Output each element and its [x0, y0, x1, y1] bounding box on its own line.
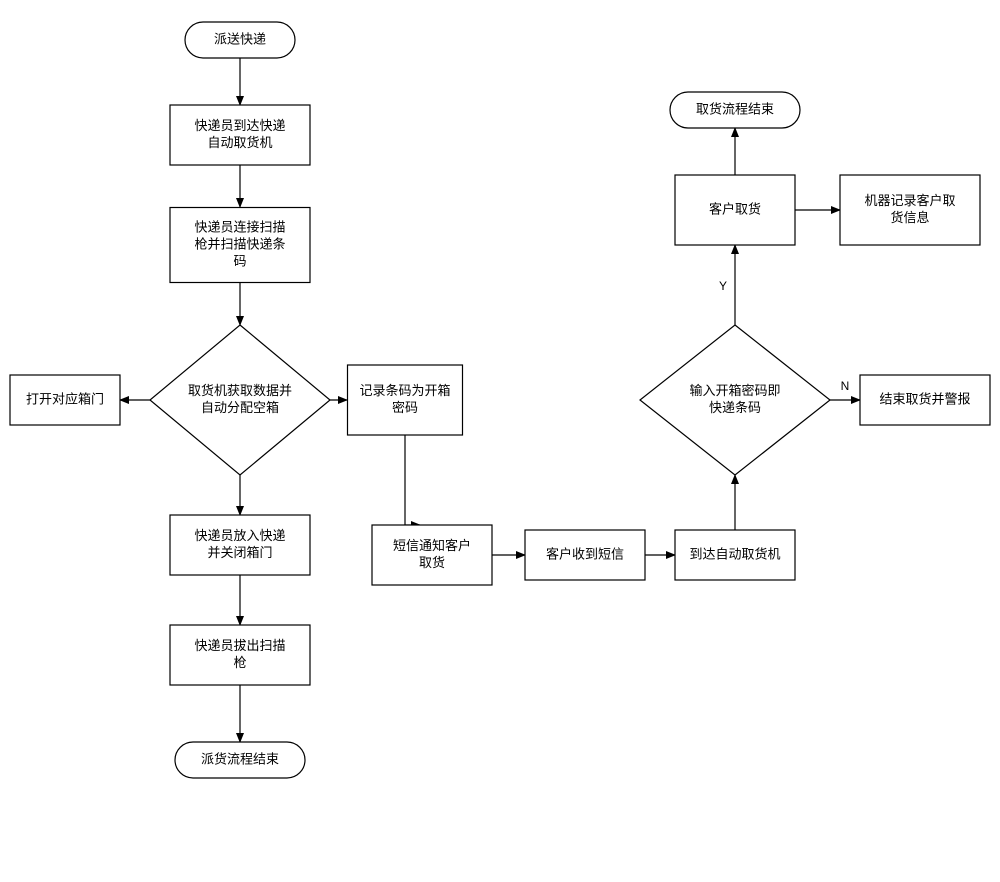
- node-r_record_code: 记录条码为开箱密码: [348, 365, 463, 435]
- node-r_courier_arrive: 快递员到达快递自动取货机: [170, 105, 310, 165]
- svg-text:快递员到达快递: 快递员到达快递: [194, 118, 285, 133]
- svg-text:结束取货并警报: 结束取货并警报: [879, 391, 970, 406]
- svg-text:密码: 密码: [392, 400, 418, 415]
- svg-text:到达自动取货机: 到达自动取货机: [689, 546, 780, 561]
- svg-text:枪: 枪: [233, 655, 246, 670]
- svg-text:取货流程结束: 取货流程结束: [696, 101, 774, 116]
- node-d_assign_box: 取货机获取数据并自动分配空箱: [150, 325, 330, 475]
- node-r_customer_pickup: 客户取货: [675, 175, 795, 245]
- svg-text:码: 码: [233, 253, 246, 268]
- node-r_receive_sms: 客户收到短信: [525, 530, 645, 580]
- svg-text:记录条码为开箱: 记录条码为开箱: [359, 383, 450, 398]
- svg-text:快递条码: 快递条码: [709, 400, 761, 415]
- flowchart-canvas: N Y 派送快递快递员到达快递自动取货机快递员连接扫描枪并扫描快递条码取货机获取数…: [0, 0, 1000, 882]
- svg-text:快递员拔出扫描: 快递员拔出扫描: [194, 638, 285, 653]
- svg-text:快递员连接扫描: 快递员连接扫描: [194, 219, 285, 234]
- svg-text:派货流程结束: 派货流程结束: [201, 751, 279, 766]
- node-t_start_delivery: 派送快递: [185, 22, 295, 58]
- node-r_arrive_machine: 到达自动取货机: [675, 530, 795, 580]
- svg-text:自动分配空箱: 自动分配空箱: [201, 400, 279, 415]
- svg-text:快递员放入快递: 快递员放入快递: [194, 528, 285, 543]
- svg-text:机器记录客户取: 机器记录客户取: [864, 193, 955, 208]
- node-r_machine_record: 机器记录客户取货信息: [840, 175, 980, 245]
- svg-text:枪并扫描快递条: 枪并扫描快递条: [194, 236, 285, 251]
- svg-text:输入开箱密码即: 输入开箱密码即: [689, 383, 780, 398]
- svg-text:客户收到短信: 客户收到短信: [546, 546, 624, 561]
- svg-text:自动取货机: 自动取货机: [207, 135, 272, 150]
- svg-text:短信通知客户: 短信通知客户: [393, 538, 471, 553]
- node-r_end_alarm: 结束取货并警报: [860, 375, 990, 425]
- svg-text:客户取货: 客户取货: [709, 201, 761, 216]
- node-r_open_box: 打开对应箱门: [10, 375, 120, 425]
- svg-text:取货机获取数据并: 取货机获取数据并: [188, 383, 292, 398]
- node-d_enter_code: 输入开箱密码即快递条码: [640, 325, 830, 475]
- node-r_sms_notify: 短信通知客户取货: [372, 525, 492, 585]
- svg-text:货信息: 货信息: [890, 210, 929, 225]
- svg-text:派送快递: 派送快递: [214, 31, 266, 46]
- svg-text:取货: 取货: [419, 555, 445, 570]
- svg-text:Y: Y: [719, 279, 727, 293]
- node-t_pickup_end: 取货流程结束: [670, 92, 800, 128]
- svg-text:N: N: [841, 379, 850, 393]
- node-r_put_close: 快递员放入快递并关闭箱门: [170, 515, 310, 575]
- node-t_delivery_end: 派货流程结束: [175, 742, 305, 778]
- node-r_unplug: 快递员拔出扫描枪: [170, 625, 310, 685]
- svg-text:并关闭箱门: 并关闭箱门: [207, 545, 272, 560]
- svg-text:打开对应箱门: 打开对应箱门: [26, 391, 104, 406]
- node-r_courier_scan: 快递员连接扫描枪并扫描快递条码: [170, 208, 310, 283]
